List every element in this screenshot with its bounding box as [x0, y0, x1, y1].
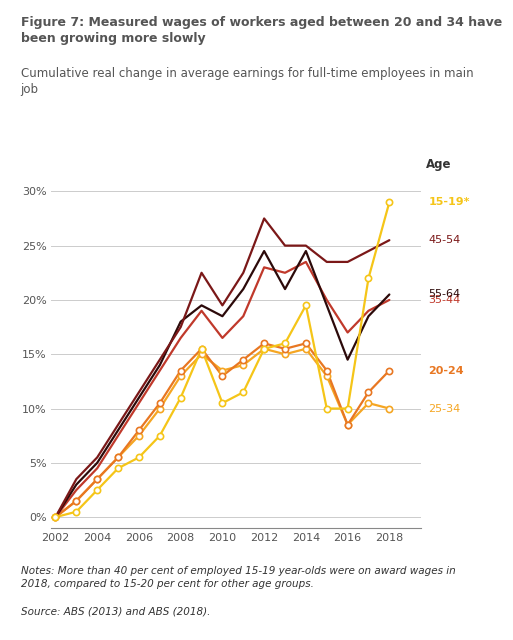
Text: 25-34: 25-34: [428, 404, 461, 413]
Text: Figure 7: Measured wages of workers aged between 20 and 34 have
been growing mor: Figure 7: Measured wages of workers aged…: [21, 16, 502, 45]
Text: 20-24: 20-24: [428, 365, 464, 376]
Text: Source: ABS (2013) and ABS (2018).: Source: ABS (2013) and ABS (2018).: [21, 607, 210, 617]
Text: Age: Age: [426, 158, 451, 171]
Text: Notes: More than 40 per cent of employed 15-19 year-olds were on award wages in
: Notes: More than 40 per cent of employed…: [21, 566, 455, 589]
Text: Cumulative real change in average earnings for full-time employees in main
job: Cumulative real change in average earnin…: [21, 67, 473, 96]
Text: 55-64: 55-64: [428, 289, 461, 300]
Text: 45-54: 45-54: [428, 235, 461, 245]
Text: 15-19*: 15-19*: [428, 197, 470, 207]
Text: 35-44: 35-44: [428, 295, 461, 305]
